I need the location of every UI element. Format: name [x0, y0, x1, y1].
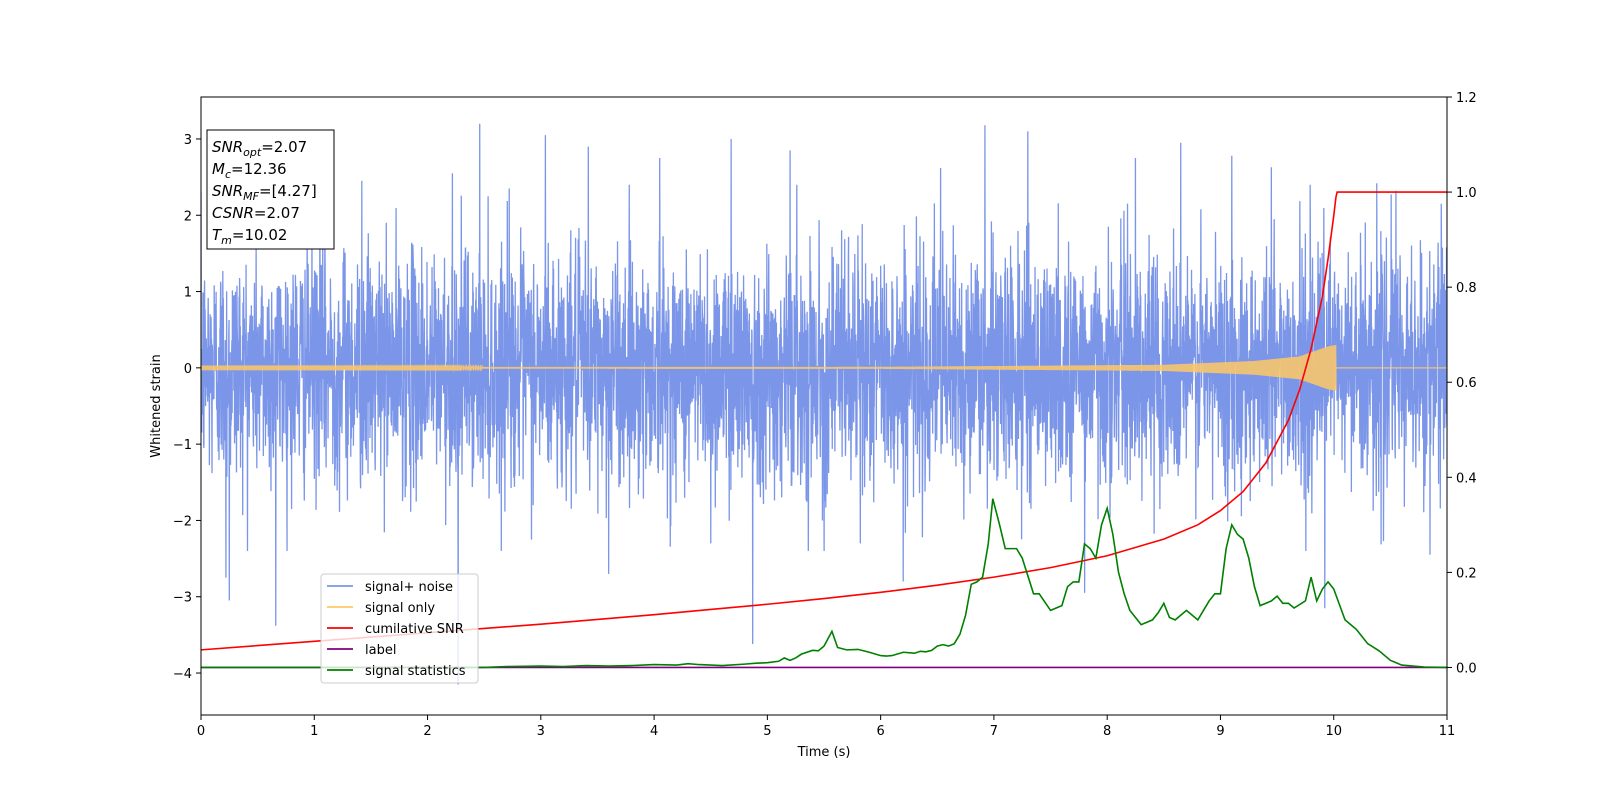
x-tick-label: 11: [1439, 724, 1456, 739]
x-tick-label: 2: [423, 724, 431, 739]
legend-entry-label: label: [327, 643, 396, 658]
legend-entry-signal-noise: signal+ noise: [327, 580, 453, 595]
x-tick: 6: [876, 715, 885, 739]
legend-entry-signal-statistics: signal statistics: [327, 664, 466, 679]
stats-annotation-box: SNRopt=2.07Mc=12.36SNRMF=[4.27]CSNR=2.07…: [206, 129, 335, 250]
x-tick: 0: [197, 715, 205, 739]
x-tick-label: 8: [1103, 724, 1111, 739]
annotation-value: =10.02: [232, 226, 288, 244]
y-tick-left: 0: [184, 362, 201, 377]
x-tick: 10: [1325, 715, 1342, 739]
x-tick-label: 9: [1216, 724, 1224, 739]
y-tick-right-label: 0.4: [1456, 471, 1477, 486]
y-tick-left-label: −1: [173, 438, 192, 453]
x-tick: 9: [1216, 715, 1225, 739]
legend-entry-signal-only: signal only: [327, 601, 435, 616]
legend-label: signal+ noise: [365, 580, 453, 595]
legend-label: signal only: [365, 601, 435, 616]
y-tick-left-label: −3: [173, 591, 192, 606]
x-tick: 2: [423, 715, 432, 739]
annotation-symbol: M: [212, 160, 225, 178]
y-tick-right: 0.4: [1447, 471, 1477, 486]
x-tick: 3: [537, 715, 545, 739]
y-tick-right: 1.0: [1447, 186, 1477, 201]
y-tick-left-label: −4: [173, 667, 192, 682]
x-tick-label: 10: [1325, 724, 1342, 739]
annotation-symbol: CSNR: [212, 204, 254, 222]
x-tick-label: 6: [876, 724, 884, 739]
annotation-subscript: opt: [243, 146, 262, 159]
annotation-line: CSNR=2.07: [212, 204, 300, 222]
y-tick-left: −3: [173, 591, 201, 606]
annotation-frame: [206, 129, 335, 250]
plot-frame: [200, 96, 1448, 716]
x-tick: 11: [1439, 715, 1456, 739]
x-tick-label: 0: [197, 724, 205, 739]
legend-label: label: [365, 643, 396, 658]
annotation-line: Tm=10.02: [212, 226, 287, 247]
annotation-line: SNRopt=2.07: [212, 138, 307, 159]
annotation-subscript: m: [221, 234, 232, 247]
legend-label: cumilative SNR: [365, 622, 464, 637]
y-tick-right: 0.6: [1447, 376, 1477, 391]
y-tick-right-label: 1.2: [1456, 91, 1477, 106]
x-tick: 5: [763, 715, 772, 739]
y-axis-label: Whitened strain: [149, 354, 164, 457]
y-tick-left: −2: [173, 514, 201, 529]
x-tick-label: 3: [537, 724, 545, 739]
y-axis-left: −4 −3 −2 −1 0 1 2 3: [173, 133, 201, 682]
x-axis-label: Time (s): [797, 745, 851, 760]
annotation-subscript: c: [225, 168, 231, 181]
annotation-value: =[4.27]: [259, 182, 317, 200]
y-tick-left-label: −2: [173, 514, 192, 529]
y-tick-left: 2: [184, 209, 201, 224]
x-tick: 1: [310, 715, 318, 739]
x-tick-label: 5: [763, 724, 771, 739]
x-tick-label: 1: [310, 724, 318, 739]
series-signal-statistics: [201, 498, 1447, 669]
y-tick-right-label: 0.8: [1456, 281, 1477, 296]
annotation-value: =12.36: [231, 160, 287, 178]
y-tick-left-label: 2: [184, 209, 192, 224]
annotation-subscript: MF: [243, 190, 259, 203]
y-tick-left: −4: [173, 667, 201, 682]
x-tick: 7: [990, 715, 998, 739]
legend: signal+ noise signal only cumilative SNR la…: [320, 573, 479, 684]
y-tick-right: 0.0: [1447, 661, 1477, 676]
annotation-value: =2.07: [254, 204, 300, 222]
series-signal-only: [201, 345, 1337, 391]
x-axis: 0 1 2 3 4 5 6 7 8 9 10 11: [197, 715, 1455, 739]
y-tick-left: −1: [173, 438, 201, 453]
y-tick-right: 0.8: [1447, 281, 1477, 296]
x-tick-label: 4: [650, 724, 658, 739]
y-tick-left: 3: [184, 133, 201, 148]
annotation-line: SNRMF=[4.27]: [212, 182, 317, 203]
legend-label: signal statistics: [365, 664, 466, 679]
y-tick-right-label: 1.0: [1456, 186, 1477, 201]
y-tick-left: 1: [184, 286, 201, 301]
annotation-line: Mc=12.36: [212, 160, 287, 181]
y-tick-right: 1.2: [1447, 91, 1477, 106]
series-signal-noise: [201, 123, 1447, 685]
annotation-symbol: T: [212, 226, 223, 244]
y-axis-right: 0.0 0.2 0.4 0.6 0.8 1.0 1.2: [1447, 91, 1477, 676]
y-tick-left-label: 0: [184, 362, 192, 377]
y-tick-left-label: 3: [184, 133, 192, 148]
y-tick-right-label: 0.6: [1456, 376, 1477, 391]
legend-entry-cumilative-snr: cumilative SNR: [327, 622, 464, 637]
x-tick-label: 7: [990, 724, 998, 739]
x-tick: 4: [650, 715, 658, 739]
legend-frame: [320, 573, 479, 684]
x-tick: 8: [1103, 715, 1111, 739]
y-tick-right-label: 0.0: [1456, 661, 1477, 676]
annotation-symbol: SNR: [212, 138, 243, 156]
annotation-value: =2.07: [261, 138, 307, 156]
y-tick-right: 0.2: [1447, 566, 1477, 581]
y-tick-left-label: 1: [184, 286, 192, 301]
annotation-symbol: SNR: [212, 182, 243, 200]
series-cumilative-snr: [201, 191, 1447, 651]
y-tick-right-label: 0.2: [1456, 566, 1477, 581]
